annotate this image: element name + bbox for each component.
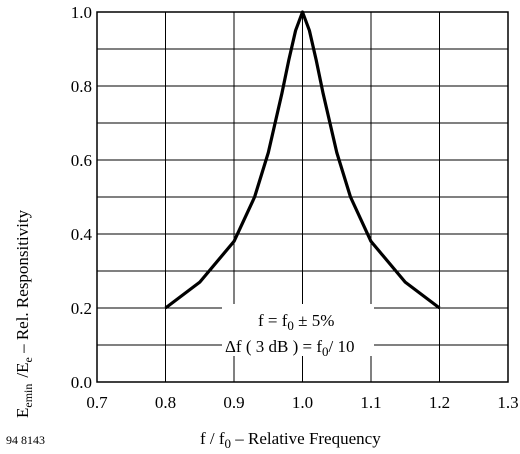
x-tick-label: 1.1 (360, 393, 381, 412)
x-tick-label: 1.0 (292, 393, 313, 412)
x-tick-label: 0.7 (86, 393, 108, 412)
y-tick-label: 0.2 (71, 299, 92, 318)
annotation-line-2: Δf ( 3 dB ) = f0/ 10 (225, 337, 355, 359)
figure-code: 94 8143 (6, 433, 45, 447)
data-line (164, 10, 441, 310)
annotation-line-1: f = f0 ± 5% (258, 311, 334, 333)
y-tick-label: 0.6 (71, 151, 92, 170)
y-tick-labels: 0.0 0.2 0.4 0.6 0.8 1.0 (71, 3, 93, 392)
y-tick-label: 0.0 (71, 373, 92, 392)
x-tick-labels: 0.7 0.8 0.9 1.0 1.1 1.2 1.3 (86, 393, 518, 412)
x-tick-label: 0.8 (155, 393, 176, 412)
y-tick-label: 0.4 (71, 225, 93, 244)
annotation-box (222, 304, 374, 356)
y-axis-label: Eemin/Ee – Rel. Responsitivity (13, 209, 35, 418)
x-tick-label: 1.3 (497, 393, 518, 412)
x-axis-label: f / f0 – Relative Frequency (200, 429, 381, 451)
y-tick-label: 0.8 (71, 77, 92, 96)
y-tick-label: 1.0 (71, 3, 92, 22)
x-tick-label: 0.9 (223, 393, 244, 412)
x-tick-label: 1.2 (429, 393, 450, 412)
